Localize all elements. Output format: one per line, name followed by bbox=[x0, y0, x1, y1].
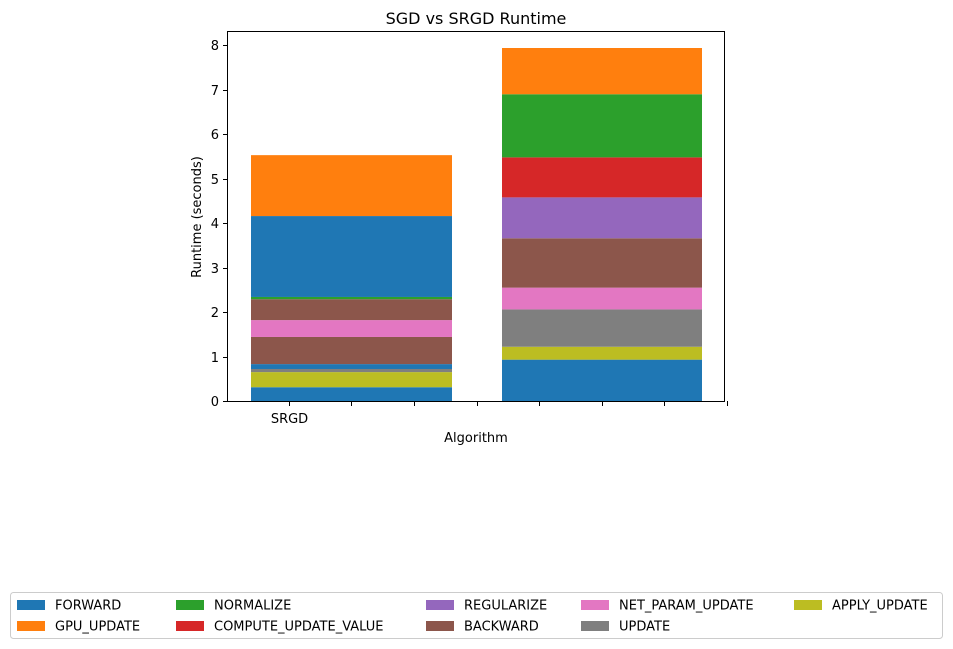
bar-segment bbox=[502, 157, 702, 198]
bar-segment bbox=[251, 336, 452, 365]
legend-label: BACKWARD bbox=[464, 620, 539, 635]
x-axis: SRGD bbox=[271, 401, 728, 427]
y-tick-label: 2 bbox=[211, 306, 219, 321]
bar-segment bbox=[502, 48, 702, 95]
bar-segment bbox=[251, 155, 452, 217]
legend-swatch bbox=[426, 621, 454, 631]
bar-segment bbox=[251, 320, 452, 337]
y-tick-label: 4 bbox=[211, 217, 219, 232]
legend-swatch bbox=[581, 600, 609, 610]
legend-swatch bbox=[581, 621, 609, 631]
legend-label: NET_PARAM_UPDATE bbox=[619, 599, 754, 614]
legend-label: NORMALIZE bbox=[214, 599, 291, 614]
legend-label: COMPUTE_UPDATE_VALUE bbox=[214, 620, 384, 635]
bar-segment bbox=[251, 368, 452, 373]
bar-segment bbox=[251, 364, 452, 369]
bar-segment bbox=[251, 216, 452, 297]
legend-frame bbox=[10, 592, 943, 639]
legend-label: UPDATE bbox=[619, 620, 670, 635]
y-tick-label: 0 bbox=[211, 395, 219, 410]
bar-segment bbox=[502, 359, 702, 401]
plot-frame bbox=[227, 31, 725, 402]
bar-segment bbox=[251, 296, 452, 300]
y-tick-label: 1 bbox=[211, 351, 219, 366]
legend-label: REGULARIZE bbox=[464, 599, 547, 614]
bar-segment bbox=[502, 309, 702, 347]
legend-swatch bbox=[794, 600, 822, 610]
y-axis-label: Runtime (seconds) bbox=[190, 156, 205, 278]
bar-segment bbox=[502, 346, 702, 360]
y-axis: 0 1 2 3 4 5 6 7 8 bbox=[211, 39, 228, 410]
legend-label: FORWARD bbox=[55, 599, 121, 614]
y-tick-label: 7 bbox=[211, 84, 219, 99]
bar-segment bbox=[502, 287, 702, 310]
y-tick-label: 5 bbox=[211, 173, 219, 188]
legend-swatch bbox=[176, 621, 204, 631]
x-tick-label: SRGD bbox=[271, 412, 308, 427]
legend-swatch bbox=[17, 600, 45, 610]
bar-segment bbox=[251, 372, 452, 388]
legend-label: APPLY_UPDATE bbox=[832, 599, 928, 614]
x-axis-label: Algorithm bbox=[444, 431, 508, 446]
bar-segment bbox=[251, 387, 452, 401]
bar-segment bbox=[251, 299, 452, 321]
chart-title: SGD vs SRGD Runtime bbox=[386, 9, 567, 28]
legend-label: GPU_UPDATE bbox=[55, 620, 140, 635]
bar-segment bbox=[502, 197, 702, 239]
legend: FORWARD GPU_UPDATE NORMALIZE COMPUTE_UPDATE… bbox=[10, 592, 943, 639]
legend-swatch bbox=[426, 600, 454, 610]
legend-swatch bbox=[17, 621, 45, 631]
legend-swatch bbox=[176, 600, 204, 610]
bars-group bbox=[251, 48, 702, 401]
bar-segment bbox=[502, 238, 702, 288]
y-tick-label: 3 bbox=[211, 262, 219, 277]
y-tick-label: 8 bbox=[211, 39, 219, 54]
y-tick-label: 6 bbox=[211, 128, 219, 143]
bar-segment bbox=[502, 94, 702, 158]
